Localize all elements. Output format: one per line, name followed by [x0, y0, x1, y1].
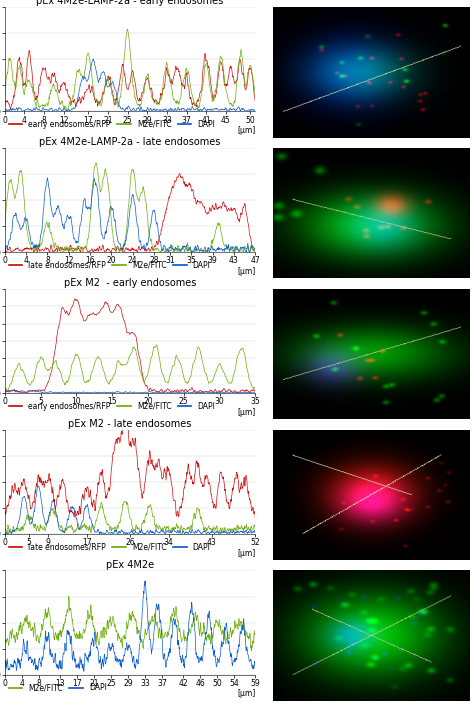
Legend: early endosomes/RFP, M2e/FITC, DAPI: early endosomes/RFP, M2e/FITC, DAPI	[9, 120, 215, 129]
Title: pEx 4M2e-LAMP-2a - late endosomes: pEx 4M2e-LAMP-2a - late endosomes	[39, 137, 221, 147]
X-axis label: [μm]: [μm]	[237, 126, 255, 135]
Title: pEx 4M2e-LAMP-2a - early endosomes: pEx 4M2e-LAMP-2a - early endosomes	[36, 0, 224, 6]
Legend: M2e/FITC, DAPI: M2e/FITC, DAPI	[9, 683, 107, 692]
X-axis label: [μm]: [μm]	[237, 408, 255, 417]
Legend: late endosomes/RFP, M2e/FITC, DAPI: late endosomes/RFP, M2e/FITC, DAPI	[9, 261, 210, 270]
X-axis label: [μm]: [μm]	[237, 549, 255, 557]
Title: pEx M2  - early endosomes: pEx M2 - early endosomes	[64, 278, 196, 288]
Legend: early endosomes/RFP, M2e/FITC, DAPI: early endosomes/RFP, M2e/FITC, DAPI	[9, 401, 215, 411]
Legend: late endosomes/RFP, M2e/FITC, DAPI: late endosomes/RFP, M2e/FITC, DAPI	[9, 542, 210, 552]
Title: pEx 4M2e: pEx 4M2e	[106, 560, 154, 570]
Title: pEx M2 - late endosomes: pEx M2 - late endosomes	[68, 419, 191, 429]
X-axis label: [μm]: [μm]	[237, 690, 255, 698]
X-axis label: [μm]: [μm]	[237, 267, 255, 276]
